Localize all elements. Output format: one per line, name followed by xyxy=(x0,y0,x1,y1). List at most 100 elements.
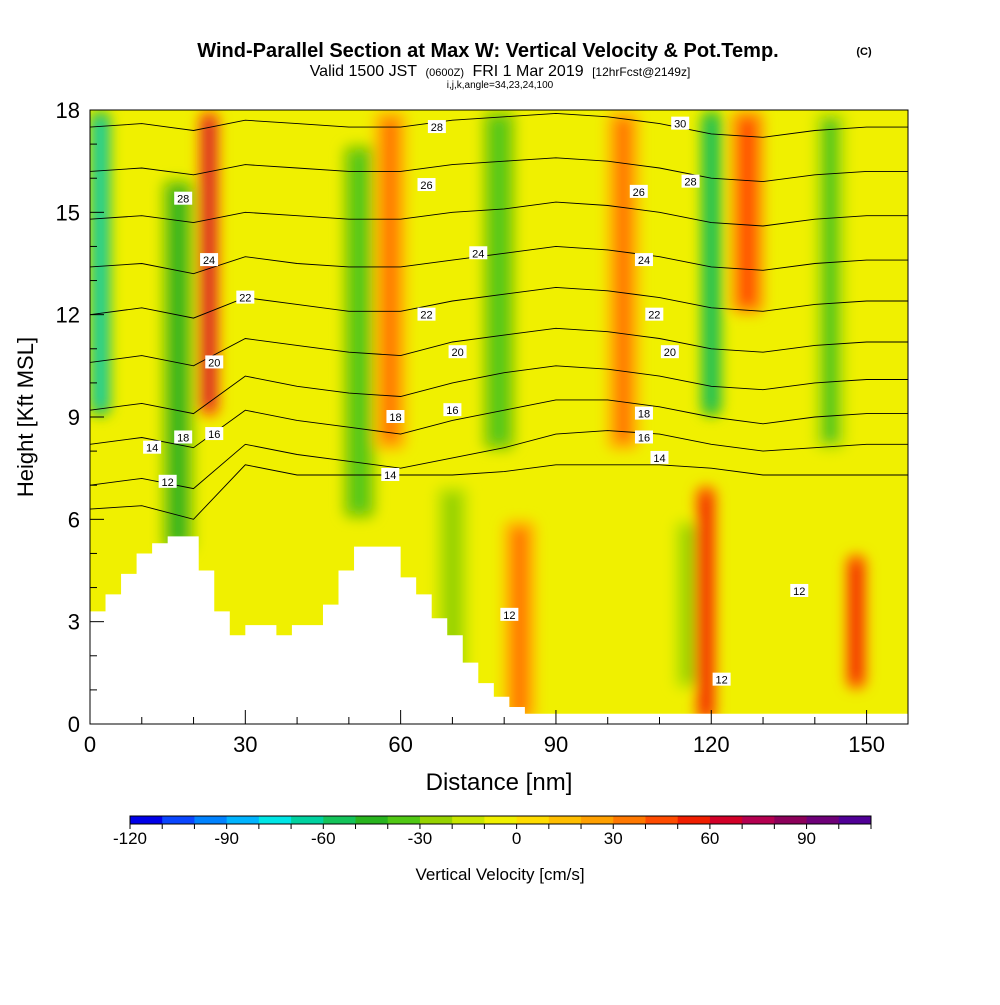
colorbar-swatch xyxy=(516,816,550,824)
colorbar-swatch xyxy=(130,816,163,824)
contour-label-bg xyxy=(645,307,664,321)
grid-info: i,j,k,angle=34,23,24,100 xyxy=(447,80,554,91)
colorbar-swatch xyxy=(355,816,389,824)
contour-label: 22 xyxy=(645,307,664,322)
colorbar-frame xyxy=(129,815,872,825)
colorbar-tick-label: -90 xyxy=(214,829,239,848)
colorbar-swatch xyxy=(162,816,195,824)
contour-label-bg xyxy=(205,355,224,369)
colorbar-swatch xyxy=(258,816,292,824)
contour-label-text: 26 xyxy=(633,187,645,199)
velocity-core xyxy=(682,527,700,682)
x-tick-label: 120 xyxy=(693,732,730,757)
contour-label-text: 22 xyxy=(239,293,251,305)
colorbar-swatch xyxy=(548,816,582,824)
contour-label-text: 16 xyxy=(208,429,220,441)
contour-label-text: 16 xyxy=(638,432,650,444)
colorbar-swatch xyxy=(645,816,679,824)
contour-label: 28 xyxy=(681,174,700,189)
contour-label-bg xyxy=(200,253,219,267)
contour-label-bg xyxy=(381,467,400,481)
contour-label: 18 xyxy=(174,430,193,444)
colorbar-tick-label: 0 xyxy=(512,829,521,848)
y-tick-label: 0 xyxy=(68,712,80,737)
colorbar-tick-label: 90 xyxy=(797,829,816,848)
colorbar-swatch xyxy=(226,816,260,824)
colorbar-swatch xyxy=(806,816,840,824)
contour-label-text: 12 xyxy=(793,586,805,598)
contour-label-bg xyxy=(650,450,669,464)
colorbar-swatch xyxy=(419,816,453,824)
contour-label: 16 xyxy=(634,430,653,444)
valid-zone: (0600Z) xyxy=(425,67,464,79)
x-tick-label: 60 xyxy=(388,732,412,757)
velocity-field xyxy=(90,110,868,724)
contour-label-text: 18 xyxy=(389,412,401,424)
colorbar-swatch xyxy=(323,816,357,824)
contour-label: 24 xyxy=(634,253,653,267)
contour-label: 30 xyxy=(671,116,690,131)
contour-label-text: 28 xyxy=(684,177,696,189)
contour-label: 20 xyxy=(660,345,679,359)
contour-label-text: 22 xyxy=(648,310,660,322)
colorbar-swatch xyxy=(677,816,711,824)
contour-label-text: 18 xyxy=(177,432,189,444)
velocity-core xyxy=(850,561,862,682)
colorbar-tick-label: -120 xyxy=(113,829,147,848)
isentrope-line xyxy=(90,430,908,490)
velocity-core xyxy=(94,118,106,409)
contour-label-text: 20 xyxy=(664,347,676,359)
contour-label-text: 24 xyxy=(203,255,215,267)
contour-label: 14 xyxy=(381,467,400,482)
contour-label-text: 22 xyxy=(420,310,432,322)
colorbar-tick-label: -60 xyxy=(311,829,336,848)
contour-label-bg xyxy=(629,184,648,198)
contour-label-bg xyxy=(205,427,224,441)
x-tick-label: 0 xyxy=(84,732,96,757)
contour-label-text: 16 xyxy=(446,405,458,417)
contour-label-text: 14 xyxy=(653,453,665,465)
contour-label-text: 14 xyxy=(146,443,158,455)
colorbar-label: Vertical Velocity [cm/s] xyxy=(415,865,584,884)
velocity-core xyxy=(821,118,839,444)
valid-time: Valid 1500 JST (0600Z) FRI 1 Mar 2019 [1… xyxy=(310,63,691,80)
contour-label: 12 xyxy=(712,672,731,687)
contour-label-bg xyxy=(634,406,653,420)
contour-label-bg xyxy=(790,583,809,597)
isentrope-lines xyxy=(90,112,908,520)
contour-label: 18 xyxy=(386,410,405,424)
x-axis-label: Distance [nm] xyxy=(426,769,573,796)
contour-label-text: 14 xyxy=(384,470,396,482)
contour-label-text: 12 xyxy=(162,477,174,489)
velocity-core xyxy=(614,118,632,444)
contour-label-bg xyxy=(443,403,462,417)
colorbar-tick-label: -30 xyxy=(408,829,433,848)
colorbar-swatch xyxy=(838,816,872,824)
contour-label-text: 18 xyxy=(638,409,650,421)
contour-label-text: 30 xyxy=(674,119,686,131)
contour-label-bg xyxy=(417,178,436,192)
contour-label-bg xyxy=(174,430,193,444)
velocity-core xyxy=(169,186,187,546)
valid-date: FRI 1 Mar 2019 xyxy=(472,63,583,80)
y-tick-label: 9 xyxy=(68,405,80,430)
chart-title: Wind-Parallel Section at Max W: Vertical… xyxy=(197,40,778,62)
contour-label-bg xyxy=(417,307,436,321)
colorbar-tick-label: 30 xyxy=(604,829,623,848)
colorbar-swatch xyxy=(742,816,775,824)
contour-label: 22 xyxy=(236,290,255,305)
contour-label: 20 xyxy=(205,355,224,369)
contour-label-bg xyxy=(236,290,255,304)
velocity-core xyxy=(490,118,508,444)
velocity-core xyxy=(700,493,712,716)
contour-label-text: 24 xyxy=(472,248,484,260)
y-tick-label: 18 xyxy=(56,98,80,123)
colorbar-tick-label: 60 xyxy=(700,829,719,848)
velocity-core xyxy=(739,118,757,307)
contour-label-text: 24 xyxy=(638,255,650,267)
valid-prefix: Valid 1500 JST xyxy=(310,63,418,80)
forecast-info: [12hrFcst@2149z] xyxy=(592,65,690,79)
